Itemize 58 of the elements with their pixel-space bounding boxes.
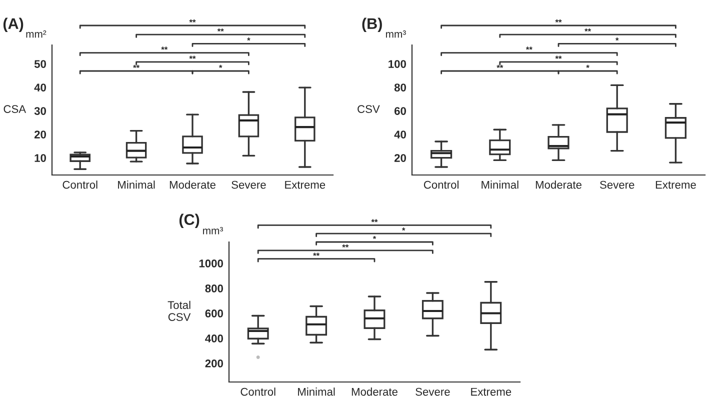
y-tick-label: 50: [34, 60, 46, 68]
text: **: [189, 19, 196, 22]
chart-title: (A): [3, 18, 24, 32]
chart-subtitle: mm²: [26, 30, 46, 38]
x-tick-label: Moderate: [352, 388, 398, 396]
y-axis-title: CSA: [4, 105, 26, 113]
annotation: **: [161, 46, 168, 50]
y-tick-label: 80: [394, 84, 406, 92]
text: *: [616, 38, 619, 41]
y-tick-label: 20: [394, 154, 406, 162]
x-tick-label: Severe: [600, 180, 634, 189]
x-tick-label: Control: [240, 388, 276, 396]
annotation: **: [313, 252, 320, 256]
y-tick-label: 400: [205, 334, 223, 342]
x-tick-label: Extreme: [656, 180, 696, 189]
y-tick-label: 40: [34, 84, 46, 92]
x-tick-label: Moderate: [536, 180, 582, 189]
x-tick-label: Minimal: [482, 180, 518, 189]
x-tick-label: Minimal: [298, 388, 335, 396]
x-tick-label: Control: [424, 180, 458, 189]
annotation: **: [133, 64, 140, 68]
y-tick-label: 40: [394, 130, 406, 138]
annotation: **: [526, 46, 532, 50]
x-tick-label: Control: [62, 180, 98, 189]
y-tick-label: 60: [394, 107, 406, 115]
y-axis-title: CSV: [358, 105, 380, 113]
y-tick-label: 1000: [199, 260, 223, 268]
x-tick-label: Severe: [232, 180, 266, 189]
text: *: [402, 228, 406, 231]
text: *: [247, 38, 250, 41]
text: *: [372, 236, 376, 240]
x-tick-label: Severe: [416, 388, 450, 396]
y-tick-label: 100: [388, 60, 406, 68]
y-tick-label: 30: [34, 107, 46, 115]
text: **: [217, 28, 224, 32]
annotation: **: [496, 64, 504, 68]
text: **: [584, 28, 592, 32]
text: **: [371, 219, 378, 222]
y-tick-label: 200: [205, 360, 223, 368]
annotation: *: [219, 64, 222, 68]
x-tick-label: Extreme: [471, 388, 512, 396]
y-tick-label: 600: [205, 310, 223, 318]
x-tick-label: Minimal: [118, 180, 155, 189]
text: **: [555, 19, 562, 22]
annotation: *: [586, 64, 590, 68]
annotation: **: [189, 56, 196, 59]
y-tick-label: 20: [34, 130, 46, 138]
chart-title: (B): [362, 18, 382, 32]
x-tick-label: Moderate: [170, 180, 216, 189]
y-axis-title: Total CSV: [168, 300, 191, 321]
y-tick-label: 800: [205, 284, 223, 292]
chart-subtitle: mm³: [386, 30, 406, 38]
annotation: **: [555, 56, 562, 59]
annotation: **: [342, 244, 349, 248]
x-tick-label: Extreme: [285, 180, 326, 189]
chart-title: (C): [179, 214, 200, 228]
chart-subtitle: mm³: [203, 227, 223, 234]
y-tick-label: 10: [34, 154, 46, 162]
